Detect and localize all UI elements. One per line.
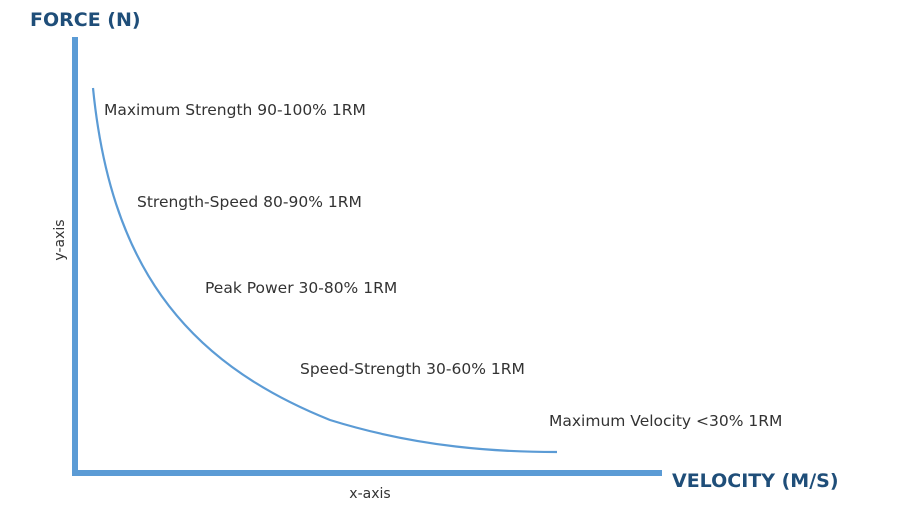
annotation-peak-power: Peak Power 30-80% 1RM xyxy=(205,279,397,297)
annotation-strength-speed: Strength-Speed 80-90% 1RM xyxy=(137,193,362,211)
force-velocity-curve xyxy=(91,87,558,454)
y-axis-title: FORCE (N) xyxy=(30,9,141,31)
x-axis-label: x-axis xyxy=(349,486,390,502)
y-axis-label: y-axis xyxy=(52,219,68,260)
x-axis-title: VELOCITY (M/S) xyxy=(672,470,839,492)
annotation-speed-strength: Speed-Strength 30-60% 1RM xyxy=(300,360,525,378)
annotation-maximum-velocity: Maximum Velocity <30% 1RM xyxy=(549,412,782,430)
annotation-maximum-strength: Maximum Strength 90-100% 1RM xyxy=(104,101,366,119)
